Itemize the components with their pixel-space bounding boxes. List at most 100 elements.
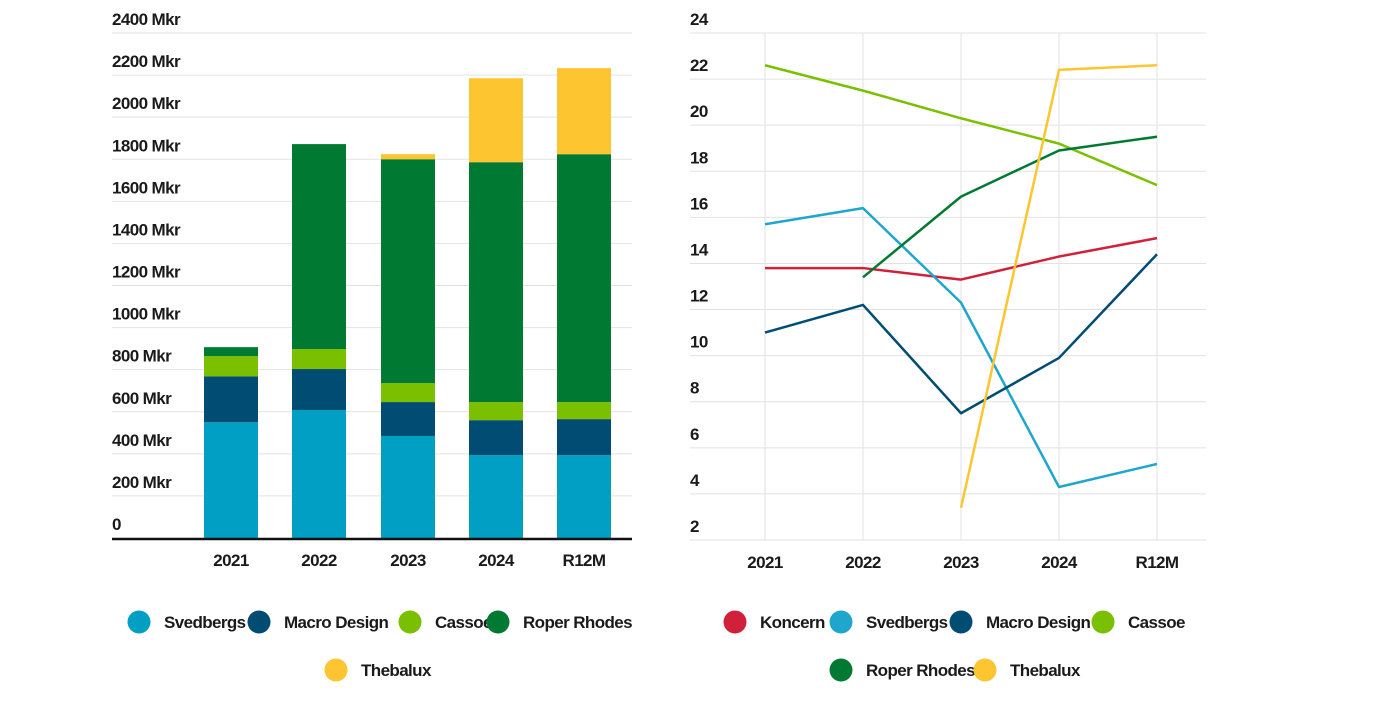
y-tick-label: 16: [690, 194, 708, 213]
y-tick-label: 1000 Mkr: [112, 305, 181, 324]
series-line-koncern: [765, 236, 1158, 281]
legend-item: Thebalux: [973, 658, 1082, 682]
legend-item: Roper Rhodes: [486, 610, 633, 634]
x-tick-label: 2023: [390, 551, 426, 570]
y-tick-label: 1600 Mkr: [112, 178, 181, 197]
y-tick-label: 2: [690, 517, 699, 536]
bar-segment-cassoe: [557, 402, 611, 420]
series-line-svedbergs: [764, 206, 1158, 489]
legend-swatch: [247, 610, 271, 634]
legend-label: Cassoe: [435, 613, 492, 632]
legend-swatch: [486, 610, 510, 634]
bar-segment-macro-design: [204, 376, 258, 423]
legend-label: Svedbergs: [164, 613, 246, 632]
legend-swatch: [723, 610, 747, 634]
legend-label: Roper Rhodes: [866, 661, 975, 680]
y-tick-label: 6: [690, 425, 699, 444]
x-tick-label: 2024: [478, 551, 515, 570]
stacked-bar-chart: 0 200 Mkr 400 Mkr 600 Mkr 800 Mkr 1000 Mkr 120…: [112, 10, 633, 682]
legend-swatch: [398, 610, 422, 634]
x-tick-label: 2023: [943, 553, 979, 572]
legend-label: Macro Design: [986, 613, 1090, 632]
legend-swatch: [127, 610, 151, 634]
legend-item: Roper Rhodes: [829, 658, 976, 682]
y-tick-label: 8: [690, 379, 699, 398]
y-tick-label: 1200 Mkr: [112, 263, 181, 282]
bar-segment-roper-rhodes: [469, 162, 523, 403]
x-tick-label: 2021: [213, 551, 249, 570]
y-tick-label: 24: [690, 10, 709, 29]
series-line-cassoe: [764, 64, 1158, 187]
x-tick-label: R12M: [563, 551, 606, 570]
series-line-macro-design: [764, 253, 1158, 415]
y-tick-label: 1800 Mkr: [112, 136, 181, 155]
y-tick-label: 2000 Mkr: [112, 94, 181, 113]
y-tick-label: 22: [690, 56, 708, 75]
bar-segment-cassoe: [381, 383, 435, 403]
bar-segment-roper-rhodes: [292, 144, 346, 350]
bar-segment-svedbergs: [381, 435, 435, 538]
legend-label: Thebalux: [1010, 661, 1081, 680]
legend-item: Thebalux: [324, 658, 433, 682]
x-tick-label: R12M: [1136, 553, 1179, 572]
bar-segment-thebalux: [381, 154, 435, 160]
bar-segment-roper-rhodes: [381, 159, 435, 384]
legend-label: Macro Design: [284, 613, 388, 632]
legend-item: Svedbergs: [127, 610, 246, 634]
legend-swatch: [324, 658, 348, 682]
legend-label: Koncern: [760, 613, 825, 632]
bar-segment-thebalux: [469, 78, 523, 163]
legend-swatch: [829, 658, 853, 682]
bar-segment-macro-design: [381, 402, 435, 436]
bar-segment-macro-design: [557, 419, 611, 456]
y-tick-label: 400 Mkr: [112, 431, 172, 450]
x-tick-label: 2021: [747, 553, 783, 572]
legend-item: Macro Design: [247, 610, 389, 634]
y-tick-label: 2200 Mkr: [112, 52, 181, 71]
legend-item: Koncern: [723, 610, 826, 634]
series-line-thebalux: [959, 64, 1158, 509]
bar-segment-cassoe: [292, 349, 346, 370]
y-tick-label: 200 Mkr: [112, 473, 172, 492]
y-tick-label: 0: [112, 515, 121, 534]
legend-swatch: [829, 610, 853, 634]
y-tick-label: 4: [690, 471, 700, 490]
legend-item: Svedbergs: [829, 610, 948, 634]
bar-segment-roper-rhodes: [204, 347, 258, 357]
bar-segment-macro-design: [292, 369, 346, 411]
bar-segment-svedbergs: [204, 422, 258, 538]
y-tick-label: 14: [690, 240, 709, 259]
y-tick-label: 18: [690, 148, 708, 167]
y-tick-label: 600 Mkr: [112, 389, 172, 408]
series-line-roper-rhodes: [862, 135, 1158, 279]
legend-label: Svedbergs: [866, 613, 948, 632]
legend-label: Roper Rhodes: [523, 613, 632, 632]
legend-label: Thebalux: [361, 661, 432, 680]
x-tick-label: 2024: [1041, 553, 1078, 572]
x-tick-label: 2022: [301, 551, 337, 570]
legend-swatch: [1091, 610, 1115, 634]
bar-segment-svedbergs: [292, 410, 346, 538]
bar-segment-cassoe: [469, 402, 523, 421]
bar-segment-svedbergs: [469, 455, 523, 538]
legend-label: Cassoe: [1128, 613, 1185, 632]
bar-segment-thebalux: [557, 68, 611, 155]
bar-segment-cassoe: [204, 356, 258, 377]
bar-segment-svedbergs: [557, 455, 611, 538]
bar-segment-roper-rhodes: [557, 154, 611, 403]
legend-swatch: [973, 658, 997, 682]
y-tick-label: 800 Mkr: [112, 347, 172, 366]
legend-item: Macro Design: [949, 610, 1091, 634]
bar-segment-macro-design: [469, 420, 523, 456]
legend-item: Cassoe: [1091, 610, 1186, 634]
y-tick-label: 20: [690, 102, 708, 121]
legend-swatch: [949, 610, 973, 634]
x-tick-label: 2022: [845, 553, 881, 572]
legend-item: Cassoe: [398, 610, 493, 634]
y-tick-label: 2400 Mkr: [112, 10, 181, 29]
y-tick-label: 12: [690, 287, 708, 306]
y-tick-label: 10: [690, 333, 708, 352]
y-tick-label: 1400 Mkr: [112, 220, 181, 239]
